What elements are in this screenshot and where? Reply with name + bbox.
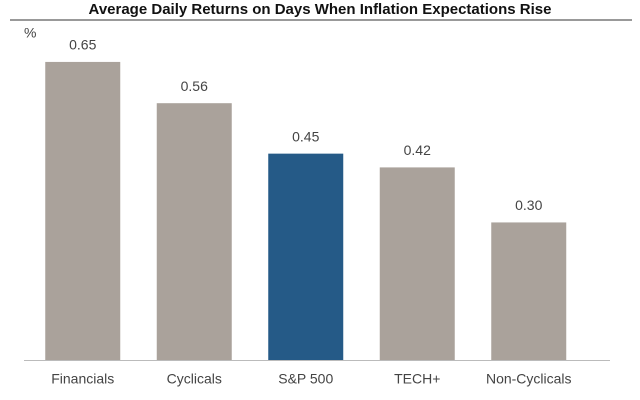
value-label: 0.65 bbox=[69, 37, 96, 53]
bar bbox=[45, 61, 121, 361]
value-label: 0.30 bbox=[515, 197, 542, 213]
x-tick-label: Non-Cyclicals bbox=[486, 371, 572, 387]
value-label: 0.42 bbox=[404, 142, 431, 158]
x-tick-label: S&P 500 bbox=[278, 371, 333, 387]
bar bbox=[268, 153, 344, 360]
x-tick-label: Financials bbox=[51, 371, 114, 387]
unit-label: % bbox=[24, 25, 36, 41]
value-label: 0.56 bbox=[181, 78, 208, 94]
bar bbox=[379, 167, 455, 360]
x-tick-label: Cyclicals bbox=[167, 371, 222, 387]
x-tick-label: TECH+ bbox=[394, 371, 440, 387]
bar bbox=[156, 103, 232, 360]
chart-title: Average Daily Returns on Days When Infla… bbox=[89, 1, 552, 18]
value-label: 0.45 bbox=[292, 128, 319, 144]
bar bbox=[491, 222, 567, 360]
